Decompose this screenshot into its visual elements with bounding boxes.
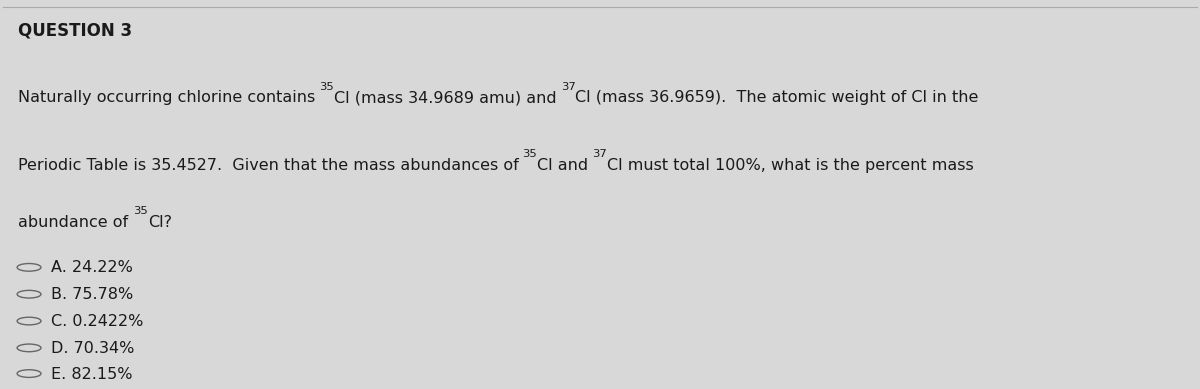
Text: Naturally occurring chlorine contains: Naturally occurring chlorine contains: [18, 91, 320, 105]
Text: 35: 35: [319, 82, 334, 92]
Text: Cl?: Cl?: [148, 215, 172, 230]
Text: B. 75.78%: B. 75.78%: [50, 287, 133, 302]
Text: Cl and: Cl and: [536, 158, 593, 173]
Text: 37: 37: [593, 149, 607, 159]
Text: C. 0.2422%: C. 0.2422%: [50, 314, 143, 329]
Text: Cl (mass 34.9689 amu) and: Cl (mass 34.9689 amu) and: [334, 91, 562, 105]
Text: 37: 37: [560, 82, 576, 92]
Text: Cl (mass 36.9659).  The atomic weight of Cl in the: Cl (mass 36.9659). The atomic weight of …: [575, 91, 979, 105]
Text: 35: 35: [133, 207, 148, 216]
Text: abundance of: abundance of: [18, 215, 133, 230]
Text: Cl must total 100%, what is the percent mass: Cl must total 100%, what is the percent …: [607, 158, 974, 173]
Text: A. 24.22%: A. 24.22%: [50, 260, 132, 275]
Text: D. 70.34%: D. 70.34%: [50, 341, 134, 356]
Text: 35: 35: [522, 149, 536, 159]
Text: Periodic Table is 35.4527.  Given that the mass abundances of: Periodic Table is 35.4527. Given that th…: [18, 158, 524, 173]
Text: E. 82.15%: E. 82.15%: [50, 366, 132, 382]
Text: QUESTION 3: QUESTION 3: [18, 22, 132, 40]
